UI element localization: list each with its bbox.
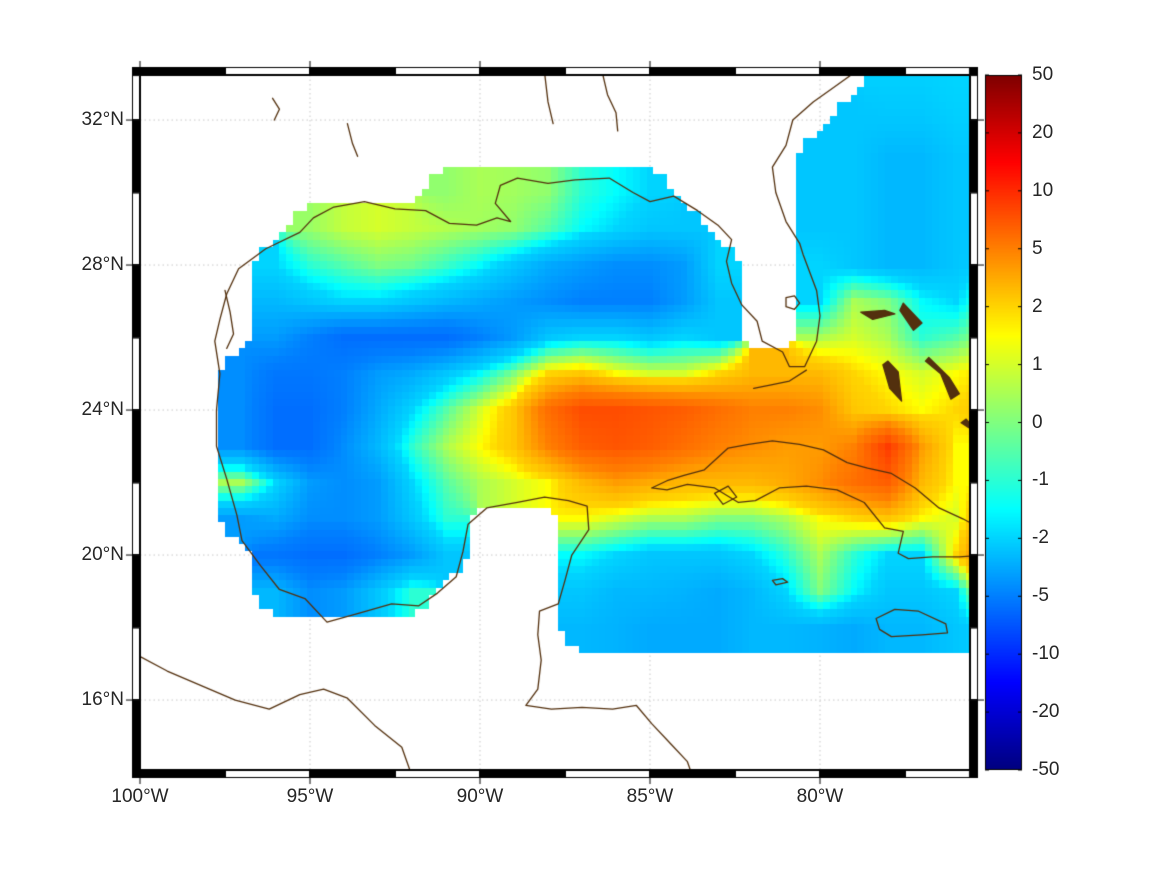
map-plot-canvas bbox=[0, 0, 1167, 875]
figure-root: 100°W 95°W 90°W 85°W 80°W 32°N 28°N 24°N 20°N 16°… bbox=[0, 0, 1167, 875]
